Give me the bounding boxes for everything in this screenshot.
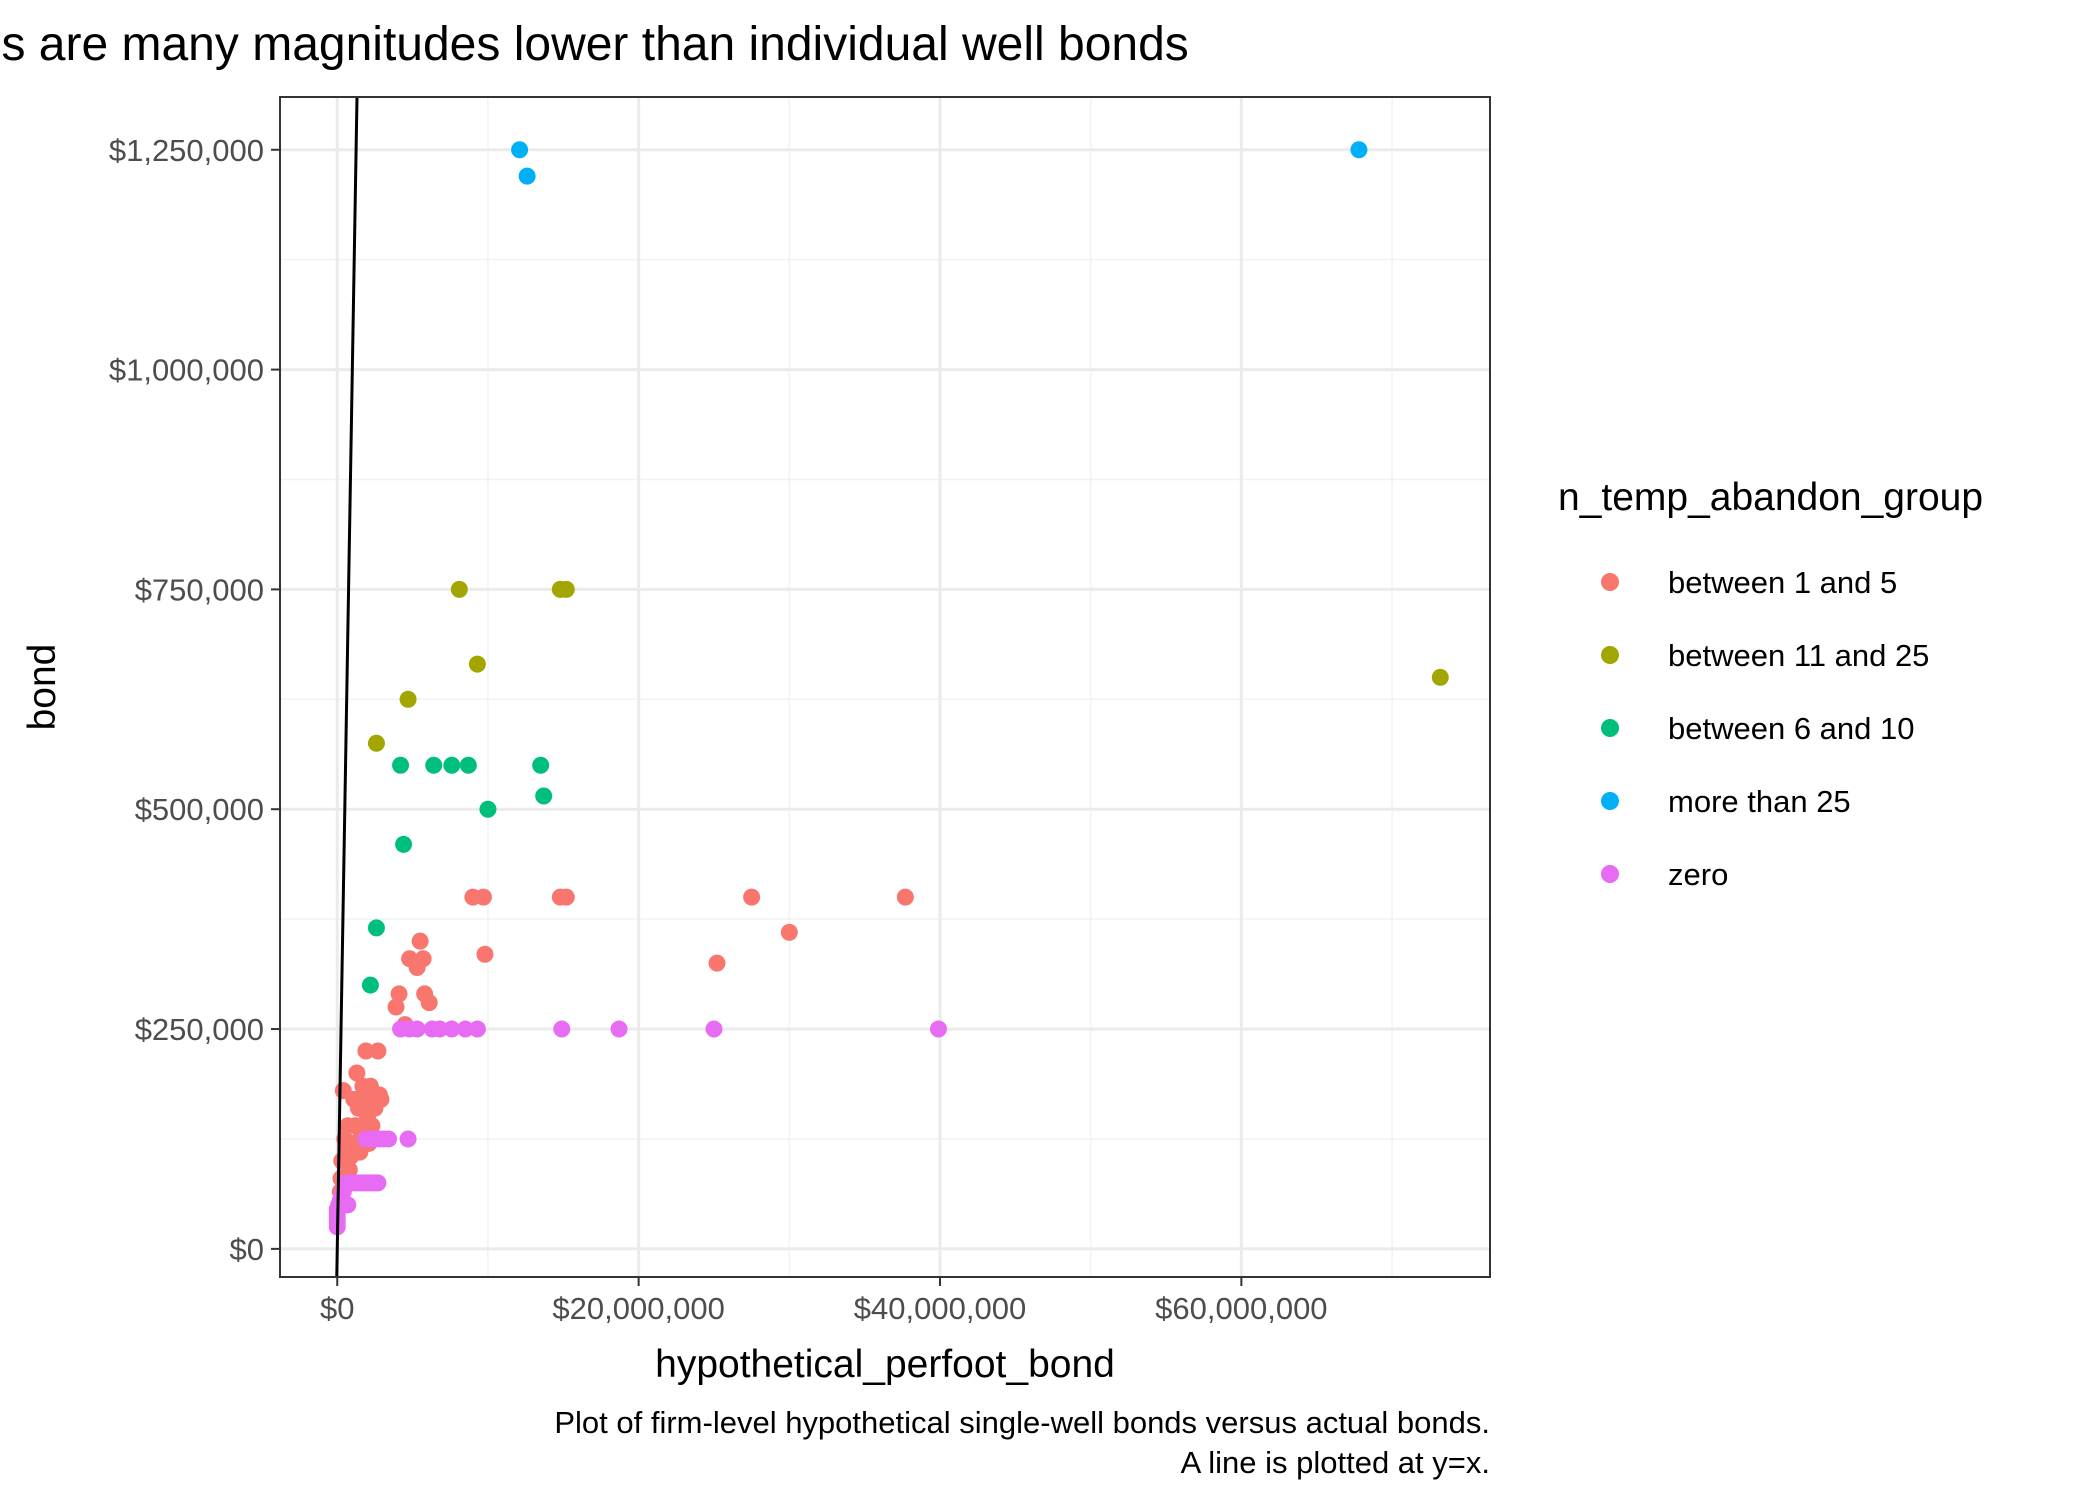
data-point [610, 1020, 628, 1038]
data-point [468, 1020, 486, 1038]
data-point [387, 998, 405, 1016]
y-tick-label: $500,000 [135, 792, 264, 827]
y-tick-label: $1,000,000 [109, 353, 264, 388]
data-point [367, 734, 385, 752]
y-tick-label: $250,000 [135, 1012, 264, 1047]
legend-title: n_temp_abandon_group [1558, 476, 1983, 519]
minor-gridlines [280, 97, 1490, 1277]
reference-line-group [335, 96, 359, 1278]
legend-label: more than 25 [1668, 784, 1851, 819]
major-gridlines [280, 97, 1490, 1277]
data-point [367, 919, 385, 937]
legend-label: zero [1668, 857, 1728, 892]
data-point [348, 1064, 366, 1082]
y-tick-label: $0 [230, 1232, 264, 1267]
chart-title: Blanket bonds are many magnitudes lower … [0, 18, 1189, 71]
data-point [1431, 668, 1449, 686]
legend-label: between 1 and 5 [1668, 565, 1897, 600]
data-point [708, 954, 726, 972]
data-point [456, 1020, 474, 1038]
legend-key [1601, 646, 1619, 664]
data-point [459, 756, 477, 774]
data-point [532, 756, 550, 774]
legend: n_temp_abandon_group between 1 and 5 betw… [1558, 476, 1983, 892]
legend-key [1601, 865, 1619, 883]
data-point [425, 756, 443, 774]
data-point [357, 1042, 375, 1060]
x-axis: $0 $20,000,000 $40,000,000 $60,000,000 [320, 1277, 1328, 1326]
data-point [780, 923, 798, 941]
legend-key [1601, 573, 1619, 591]
data-point [363, 1117, 381, 1135]
data-point [474, 888, 492, 906]
x-tick-label: $60,000,000 [1155, 1291, 1327, 1326]
x-tick-label: $20,000,000 [552, 1291, 724, 1326]
legend-label: between 6 and 10 [1668, 711, 1915, 746]
data-point [431, 1020, 449, 1038]
data-point [361, 976, 379, 994]
x-tick-label: $40,000,000 [854, 1291, 1026, 1326]
y-axis-label: bond [21, 644, 64, 731]
x-tick-label: $0 [320, 1291, 354, 1326]
data-point [443, 1020, 461, 1038]
data-point [450, 580, 468, 598]
data-point [705, 1020, 723, 1038]
legend-key [1601, 719, 1619, 737]
data-point [369, 1042, 387, 1060]
data-point [557, 580, 575, 598]
data-point [518, 167, 536, 185]
data-point [399, 690, 417, 708]
caption-line-1: Plot of firm-level hypothetical single-w… [554, 1405, 1490, 1440]
data-point [339, 1196, 357, 1214]
reference-line [335, 96, 359, 1278]
data-point [553, 1020, 571, 1038]
y-axis: $0 $250,000 $500,000 $750,000 $1,000,000 $1,2… [109, 133, 280, 1267]
data-point [420, 994, 438, 1012]
data-point [476, 945, 494, 963]
plot-panel-border [279, 96, 1491, 1278]
data-point [896, 888, 914, 906]
data-point [392, 756, 410, 774]
data-point [390, 985, 408, 1003]
data-point [557, 888, 575, 906]
x-axis-label: hypothetical_perfoot_bond [655, 1343, 1115, 1386]
data-point [372, 1090, 390, 1108]
y-tick-label: $1,250,000 [109, 133, 264, 168]
data-point [929, 1020, 947, 1038]
data-point [443, 756, 461, 774]
data-point [743, 888, 761, 906]
data-point [408, 1020, 426, 1038]
y-tick-label: $750,000 [135, 572, 264, 607]
data-point [369, 1174, 387, 1192]
plot-panel-background [280, 97, 1490, 1277]
legend-key [1601, 792, 1619, 810]
data-point [395, 835, 413, 853]
legend-label: between 11 and 25 [1668, 638, 1929, 673]
data-point [535, 787, 553, 805]
data-point [1350, 141, 1368, 159]
data-point [379, 1130, 397, 1148]
data-point [340, 1161, 358, 1179]
data-point [399, 1130, 417, 1148]
caption-line-2: A line is plotted at y=x. [1181, 1445, 1490, 1480]
data-point [468, 655, 486, 673]
data-point [411, 932, 429, 950]
data-point [479, 800, 497, 818]
data-point [511, 141, 529, 159]
data-point [414, 950, 432, 968]
